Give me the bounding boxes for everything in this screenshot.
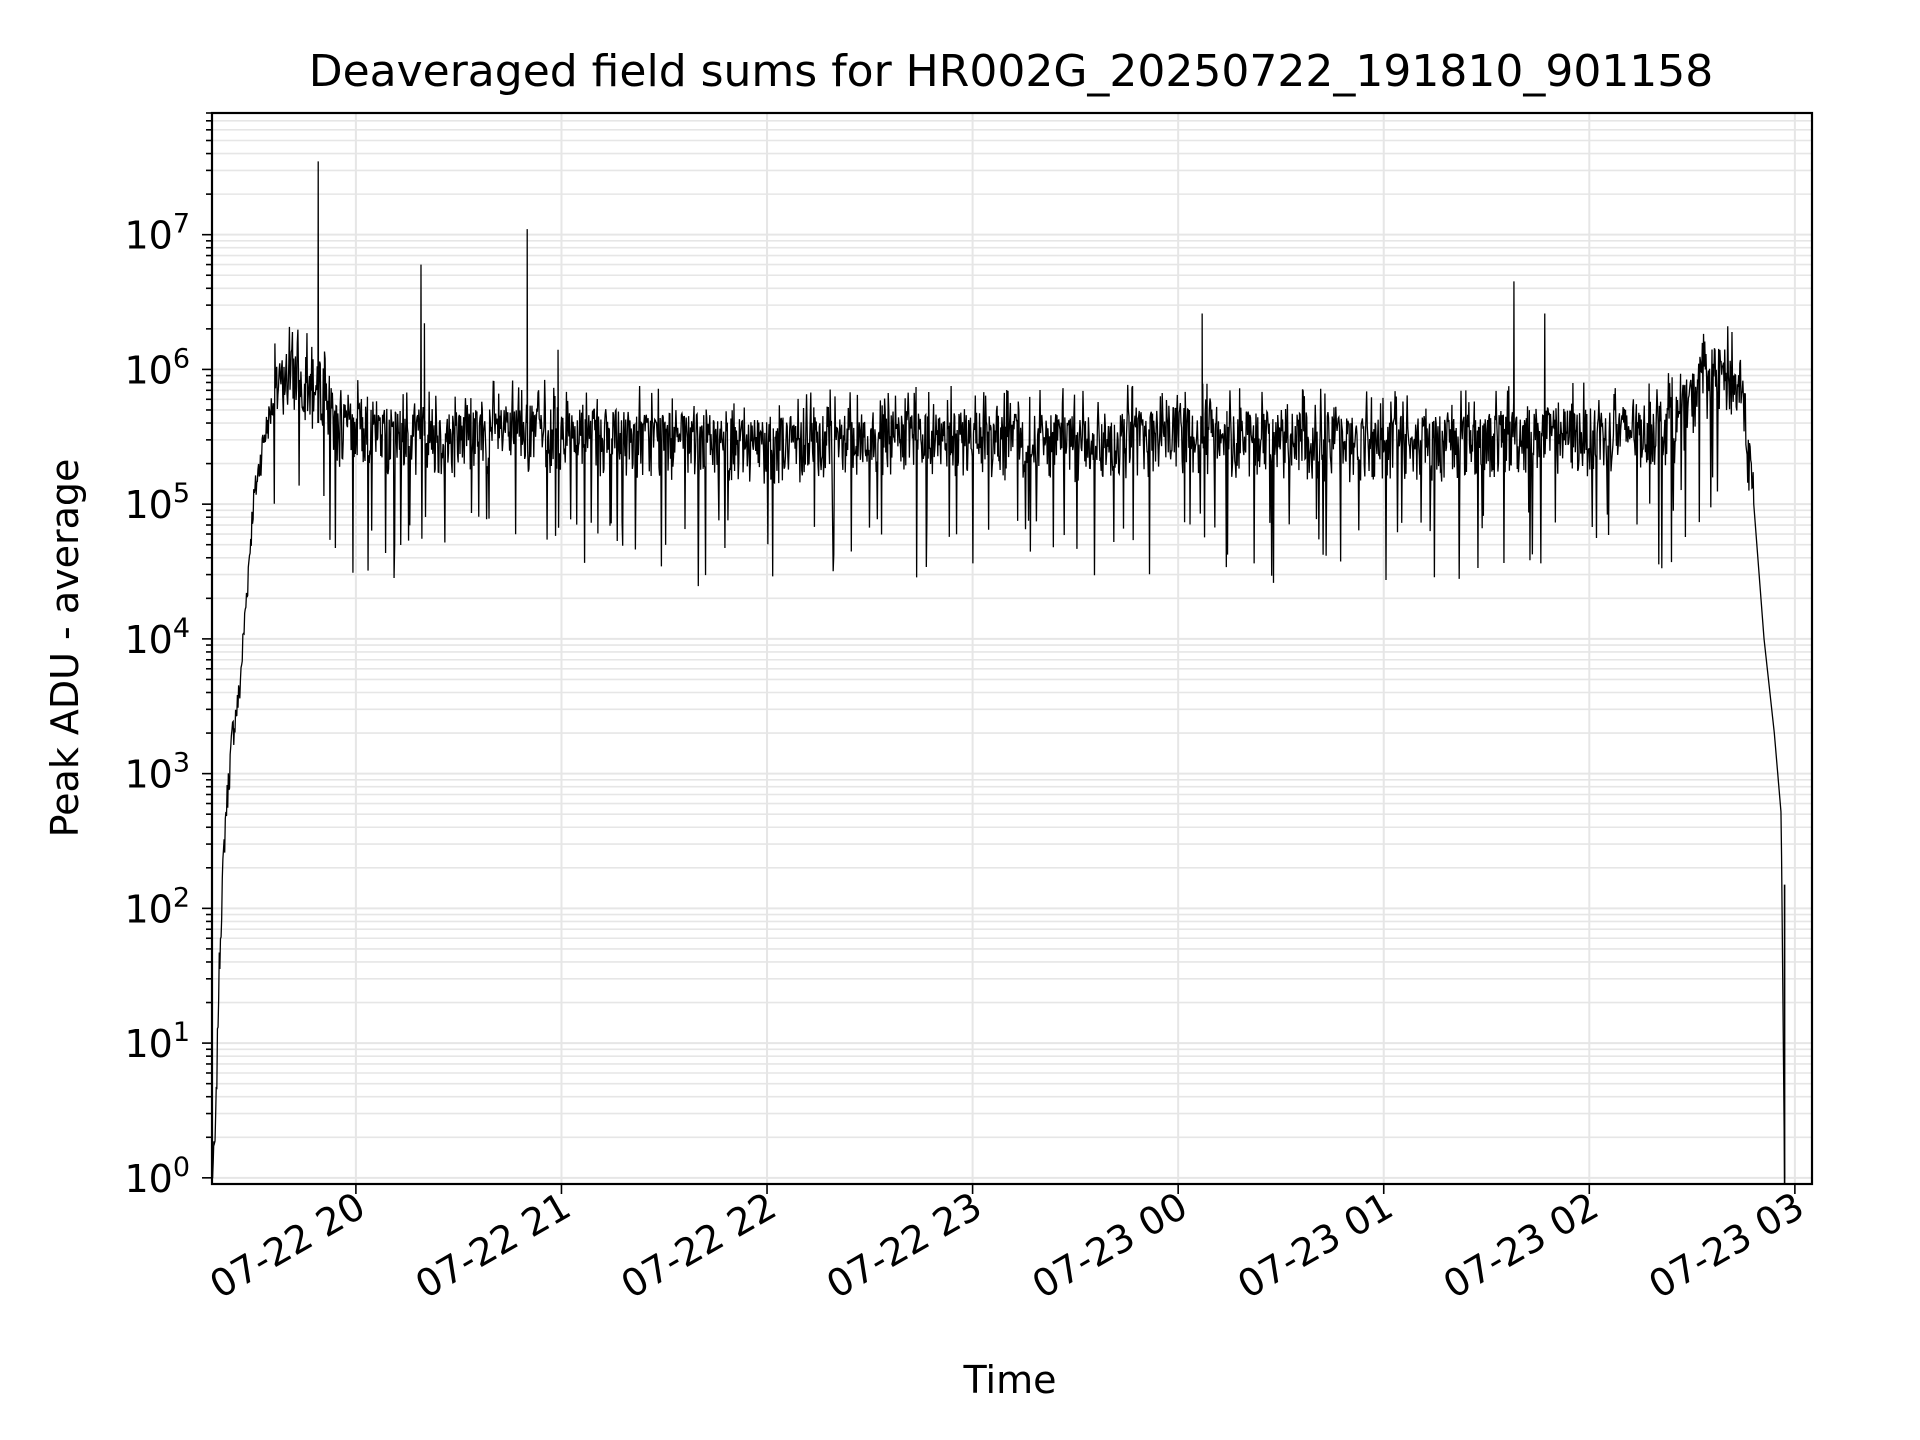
y-tick-label: 102 (124, 882, 190, 931)
y-tick-base: 10 (124, 618, 172, 662)
y-tick-exponent: 4 (173, 613, 190, 644)
y-tick-exponent: 0 (173, 1152, 190, 1183)
y-tick-base: 10 (124, 1022, 172, 1066)
y-tick-label: 100 (124, 1152, 190, 1201)
grid-lines (212, 112, 1812, 1184)
y-tick-exponent: 2 (173, 882, 190, 913)
y-tick-exponent: 7 (173, 209, 190, 240)
y-tick-label: 104 (124, 613, 190, 662)
chart-title: Deaveraged field sums for HR002G_2025072… (309, 46, 1714, 97)
y-tick-base: 10 (124, 753, 172, 797)
y-tick-exponent: 5 (173, 478, 190, 509)
y-tick-label: 107 (124, 209, 190, 258)
y-tick-base: 10 (124, 348, 172, 392)
x-axis-label: Time (963, 1358, 1057, 1402)
y-axis-label: Peak ADU - average (43, 459, 87, 838)
y-tick-label: 103 (124, 748, 190, 797)
series-path (211, 161, 1786, 1179)
y-tick-base: 10 (124, 483, 172, 527)
plot-area-frame (210, 111, 1814, 1186)
y-tick-label: 106 (124, 343, 190, 392)
y-tick-label: 101 (124, 1017, 190, 1066)
y-tick-base: 10 (124, 214, 172, 258)
series-line (211, 161, 1786, 1184)
y-tick-exponent: 1 (173, 1017, 190, 1048)
y-tick-base: 10 (124, 887, 172, 931)
y-tick-exponent: 3 (173, 748, 190, 779)
y-tick-exponent: 6 (173, 343, 190, 374)
y-tick-base: 10 (124, 1157, 172, 1201)
y-tick-label: 105 (124, 478, 190, 527)
